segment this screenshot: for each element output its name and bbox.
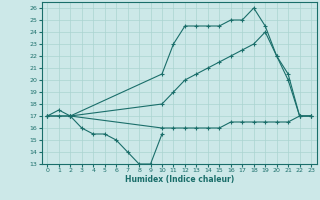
X-axis label: Humidex (Indice chaleur): Humidex (Indice chaleur) [124,175,234,184]
